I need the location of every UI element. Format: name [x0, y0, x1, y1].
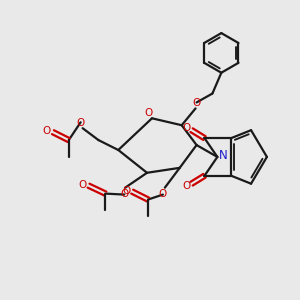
- Text: O: O: [144, 108, 152, 118]
- Text: O: O: [182, 123, 191, 133]
- Text: O: O: [79, 180, 87, 190]
- Text: O: O: [122, 186, 130, 196]
- Text: O: O: [182, 181, 191, 191]
- Text: O: O: [43, 126, 51, 136]
- Text: O: O: [159, 189, 167, 199]
- Text: N: N: [219, 149, 228, 162]
- Text: O: O: [192, 98, 201, 108]
- Text: O: O: [120, 189, 128, 199]
- Text: O: O: [76, 118, 85, 128]
